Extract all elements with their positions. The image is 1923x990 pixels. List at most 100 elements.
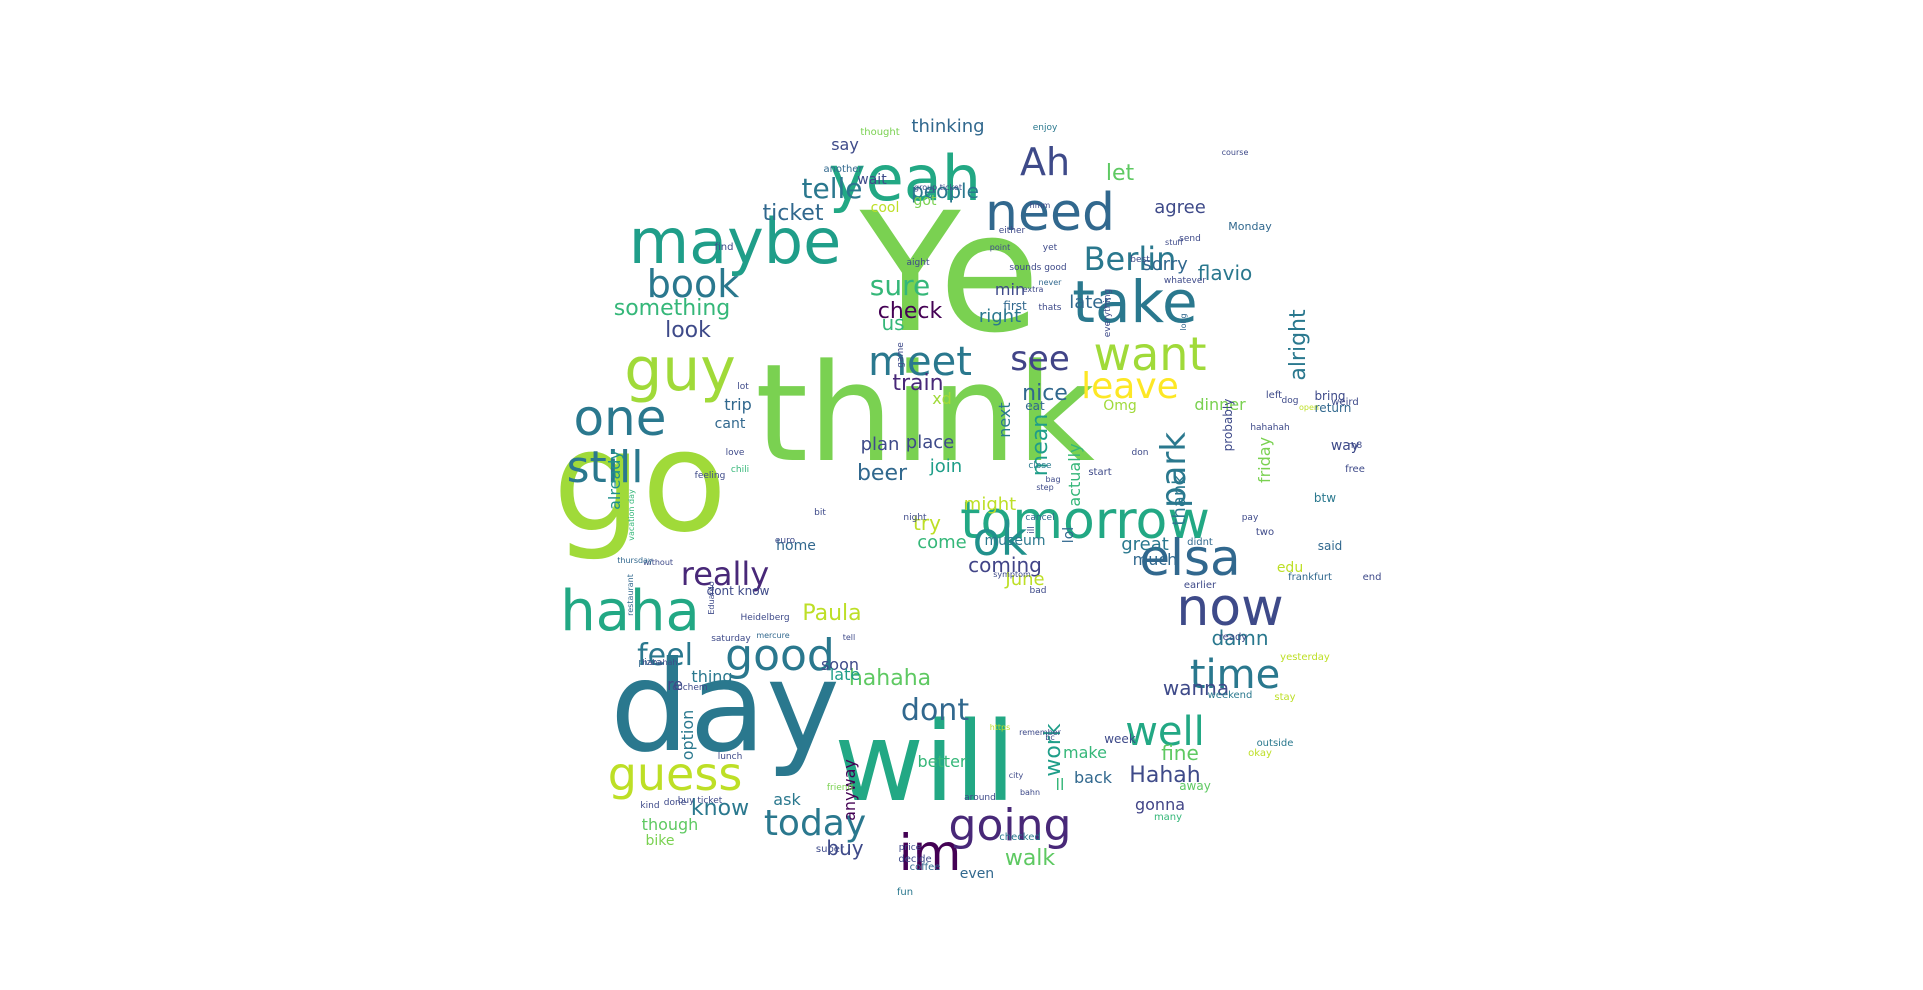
word-back-96: back (1074, 768, 1113, 787)
word-ok-19: ok (973, 512, 1028, 566)
word-will-4: will (834, 698, 1016, 826)
word-dog-185: dog (1282, 396, 1299, 406)
word-though-91: though (642, 815, 699, 834)
word-later-66: later (1069, 292, 1111, 313)
word-cochem-202: cochem (672, 683, 707, 693)
word-lunch-147: lunch (718, 752, 743, 762)
word-something-39: something (614, 296, 730, 321)
word-feel-33: feel (637, 638, 693, 673)
word-open-186: open (1299, 403, 1319, 412)
word-aight-204: aight (907, 258, 930, 268)
word-ask-90: ask (773, 790, 801, 809)
word-either-174: either (999, 226, 1026, 236)
word-now-12: now (1176, 578, 1283, 638)
word-paula-40: Paula (802, 601, 861, 626)
word-ready-132: ready (1219, 632, 1248, 643)
word-okay-137: okay (1248, 748, 1272, 759)
word-meet-20: meet (868, 339, 972, 385)
word-omg-81: Omg (1103, 398, 1137, 414)
word-super-143: super (816, 844, 845, 855)
word-much-77: much (1133, 550, 1178, 569)
word-min-67: min (995, 280, 1025, 299)
word-many-138: many (1154, 812, 1182, 823)
word-long-184: long (1179, 313, 1188, 330)
word-yet-194: yet (1043, 243, 1058, 253)
word-mercure-163: mercure (756, 631, 789, 640)
word-ah-25: Ah (1020, 140, 1070, 184)
word-actually-102: actually (1065, 443, 1084, 506)
word-everything-182: everything (1103, 289, 1113, 338)
word-go-2: go (553, 401, 728, 564)
word-bag-172: bag (1045, 475, 1060, 484)
word-done-148: done (664, 798, 687, 808)
word-outside-136: outside (1257, 738, 1294, 749)
word-restaurant-159: restaurant (626, 574, 635, 616)
word-wanna-54: wanna (1163, 676, 1229, 700)
word-late-85: late (830, 665, 860, 684)
word-better-94: better (918, 752, 967, 771)
word-great-76: great (1121, 534, 1169, 555)
word-agree-61: agree (1154, 197, 1206, 218)
word-telle-34: telle (802, 172, 863, 205)
word-yesterday-133: yesterday (1280, 652, 1330, 663)
word-well-23: well (1125, 709, 1205, 755)
word-cool-108: cool (871, 200, 900, 216)
word-train-47: train (892, 371, 943, 396)
word-walk-43: walk (1005, 846, 1056, 871)
word-try-62: try (913, 511, 941, 535)
word-send-180: send (1179, 234, 1201, 244)
word-option-88: option (678, 710, 697, 761)
word-bc-190: bc (1045, 733, 1054, 742)
word-saturday-164: saturday (711, 634, 751, 644)
word-tomorrow-10: tomorrow (960, 491, 1210, 551)
word-soon-84: soon (821, 655, 859, 674)
word-damn-52: damn (1211, 626, 1268, 650)
word-us-63: us (881, 311, 904, 335)
word-come-74: come (917, 532, 967, 553)
word-didnt-131: didnt (1187, 537, 1213, 548)
word-way-101: way (1331, 438, 1359, 454)
word-end-128: end (1363, 572, 1382, 583)
word-bad-168: bad (1030, 586, 1047, 596)
word-see-30: see (1010, 339, 1070, 379)
word-group-ticket-196: group ticket (914, 183, 962, 192)
word-dont-know-119: dont know (707, 584, 770, 598)
word-friend-146: friend (827, 783, 853, 793)
word-eat-117: eat (1025, 399, 1045, 413)
word-heidelberg-162: Heidelberg (740, 613, 789, 623)
word-hahah-41: Hahah (1129, 763, 1200, 788)
word-already-89: already (605, 450, 624, 510)
word-gonna-97: gonna (1135, 795, 1185, 814)
word-edu-100: edu (1277, 560, 1303, 576)
word-work-55: work (1041, 723, 1066, 776)
word-take-7: take (1072, 268, 1198, 336)
word-re-87: re (667, 675, 683, 694)
word-buy-ticket-206: buy ticket (678, 796, 723, 806)
word-lot-154: lot (737, 382, 749, 392)
word-ticket-38: ticket (763, 201, 824, 226)
word-thought-123: thought (860, 127, 899, 138)
word-sounds-good-176: sounds good (1009, 263, 1066, 273)
word-think-1: think (755, 335, 1095, 492)
word-bahn-207: bahn (1020, 788, 1040, 797)
word-look-48: look (665, 318, 711, 343)
word-earlier-130: earlier (1184, 580, 1217, 591)
word-never-178: never (1039, 278, 1063, 287)
word-coming-56: coming (968, 553, 1042, 577)
word-stay-135: stay (1274, 692, 1295, 703)
word-trip-82: trip (724, 395, 751, 414)
word-hahahah-205: hahahah (643, 658, 678, 667)
word-friday-79: friday (1255, 437, 1274, 483)
word-might-73: might (964, 494, 1016, 515)
word-love-151: love (726, 448, 745, 458)
word-time-24: time (1190, 652, 1280, 698)
word-june-75: June (1004, 569, 1044, 590)
word-cant-83: cant (715, 416, 746, 432)
word-fun-141: fun (897, 887, 913, 898)
word-step-171: step (1036, 483, 1053, 492)
word-lol-116: lol (1061, 527, 1077, 543)
word-park-31: park (1154, 432, 1194, 508)
word-https-203: https (990, 723, 1011, 732)
word-place-71: place (906, 432, 954, 453)
word-without-157: without (643, 558, 673, 567)
